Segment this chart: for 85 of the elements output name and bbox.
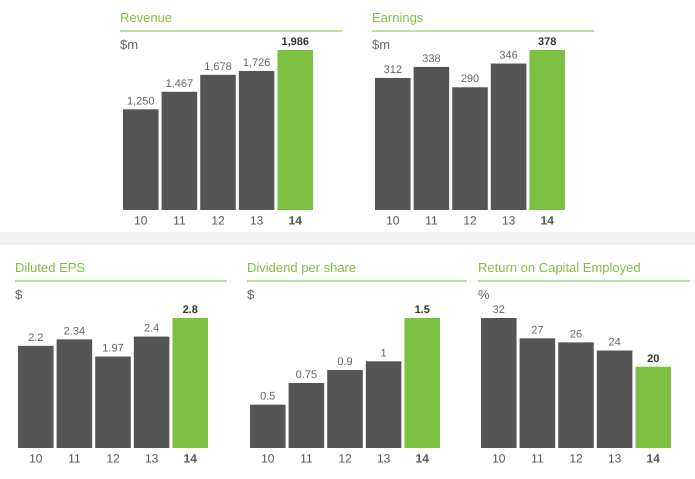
x-tick-label: 12	[106, 452, 120, 466]
x-tick-label: 12	[463, 214, 477, 228]
x-tick-label: 12	[211, 214, 225, 228]
x-tick-label: 13	[250, 214, 264, 228]
x-tick-label: 13	[144, 452, 159, 466]
bar	[288, 383, 324, 448]
y-axis-title: $m	[120, 37, 138, 52]
bar	[375, 78, 411, 210]
x-tick-label: 11	[68, 452, 81, 466]
y-axis-title: $	[15, 287, 23, 302]
x-tick-label: 13	[376, 452, 391, 466]
data-label: 2.2	[28, 332, 44, 344]
x-tick-label: 11	[173, 214, 186, 228]
x-tick-label: 14	[540, 214, 554, 228]
chart-title: Diluted EPS	[15, 260, 86, 275]
data-label: 290	[460, 73, 480, 86]
data-label: 24	[608, 336, 621, 348]
data-label: 1,678	[204, 60, 232, 73]
data-label: 1.97	[102, 342, 124, 355]
y-axis-title: %	[478, 287, 490, 302]
bar	[327, 370, 363, 448]
x-tick-label: 10	[29, 452, 43, 466]
bar	[558, 342, 594, 448]
data-label: 2.34	[64, 325, 86, 338]
bar	[414, 66, 450, 210]
x-tick-label: 11	[425, 214, 438, 228]
bar	[452, 87, 488, 210]
x-tick-label: 14	[184, 452, 198, 466]
x-tick-label: 11	[300, 452, 313, 466]
x-tick-label: 14	[646, 452, 660, 466]
bar	[123, 109, 159, 210]
data-label: 0.75	[296, 369, 318, 381]
y-axis-title: $	[247, 287, 255, 302]
x-tick-label: 14	[288, 214, 302, 228]
data-label: 1,726	[242, 56, 270, 69]
bar	[172, 318, 208, 448]
x-tick-label: 10	[386, 214, 400, 228]
data-label: 2.4	[144, 322, 160, 335]
data-label: 378	[538, 36, 556, 48]
bar	[56, 339, 92, 448]
bar	[134, 336, 170, 448]
bar	[95, 356, 131, 448]
data-label: 1,467	[166, 78, 194, 90]
x-tick-label: 13	[608, 452, 622, 466]
bar	[404, 318, 440, 448]
bar	[277, 50, 313, 210]
bar	[250, 404, 286, 448]
bar	[481, 318, 517, 448]
chart-title: Return on Capital Employed	[478, 260, 641, 275]
bar	[162, 92, 198, 210]
data-label: 312	[384, 64, 402, 76]
data-label: 1,986	[281, 36, 309, 48]
x-tick-label: 13	[502, 214, 516, 228]
bar	[238, 70, 274, 210]
data-label: 2.8	[182, 304, 198, 316]
chart-title: Earnings	[372, 10, 424, 25]
x-tick-label: 14	[416, 452, 430, 466]
bar	[635, 366, 671, 448]
x-tick-label: 11	[531, 452, 544, 466]
data-label: 338	[422, 52, 441, 65]
data-label: 0.5	[260, 390, 276, 403]
data-label: 32	[492, 304, 505, 316]
x-tick-label: 10	[134, 214, 148, 228]
bar	[18, 346, 54, 448]
data-label: 1	[380, 347, 387, 360]
data-label: 0.9	[337, 356, 353, 368]
data-label: 1,250	[127, 95, 155, 108]
bar	[529, 50, 565, 210]
x-tick-label: 12	[569, 452, 583, 466]
bar	[520, 338, 556, 448]
data-label: 20	[647, 352, 660, 365]
bar	[200, 74, 236, 210]
y-axis-title: $m	[372, 37, 390, 52]
bar	[366, 361, 402, 448]
data-label: 26	[570, 328, 582, 340]
x-tick-label: 10	[492, 452, 506, 466]
data-label: 27	[531, 324, 544, 336]
x-tick-label: 12	[338, 452, 352, 466]
chart-title: Dividend per share	[247, 260, 356, 275]
x-tick-label: 10	[261, 452, 275, 466]
bar	[490, 64, 526, 210]
data-label: 346	[499, 50, 518, 62]
data-label: 1.5	[414, 304, 430, 316]
chart-title: Revenue	[120, 10, 172, 25]
bar	[596, 350, 632, 448]
